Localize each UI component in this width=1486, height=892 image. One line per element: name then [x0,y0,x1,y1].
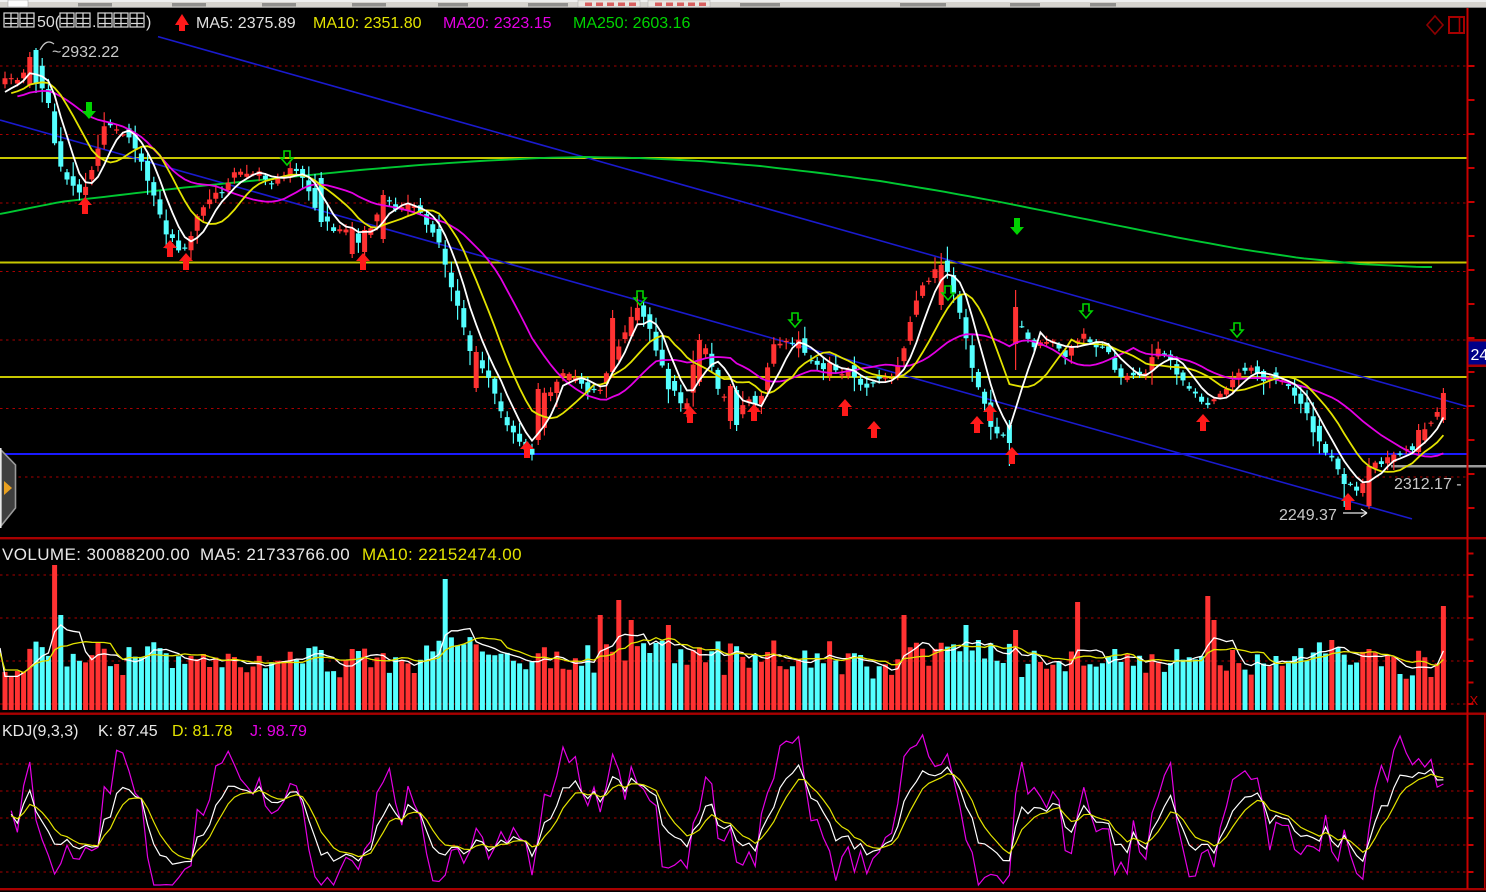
svg-text:2312.17 -: 2312.17 - [1394,476,1462,493]
svg-text:MA250: 2603.16: MA250: 2603.16 [573,15,691,32]
svg-text:MA20: 2323.15: MA20: 2323.15 [443,15,552,32]
svg-text:VOLUME: 30088200.00: VOLUME: 30088200.00 [2,545,190,564]
svg-text:MA10: 2351.80: MA10: 2351.80 [313,15,422,32]
svg-text:~2932.22: ~2932.22 [52,44,119,61]
svg-text:24: 24 [1471,347,1486,364]
svg-text:KDJ(9,3,3): KDJ(9,3,3) [2,723,78,740]
svg-text:): ) [146,14,151,31]
svg-text:MA5: 2375.89: MA5: 2375.89 [196,15,296,32]
svg-text:J: 98.79: J: 98.79 [250,723,307,740]
svg-text:.: . [92,14,96,31]
svg-text:K: 87.45: K: 87.45 [98,723,158,740]
svg-text:50(: 50( [37,14,61,31]
svg-text:2249.37: 2249.37 [1279,507,1337,524]
svg-text:MA5: 21733766.00: MA5: 21733766.00 [200,545,350,564]
svg-text:MA10: 22152474.00: MA10: 22152474.00 [362,545,522,564]
svg-text:D: 81.78: D: 81.78 [172,723,233,740]
svg-text:X: X [1470,693,1479,708]
